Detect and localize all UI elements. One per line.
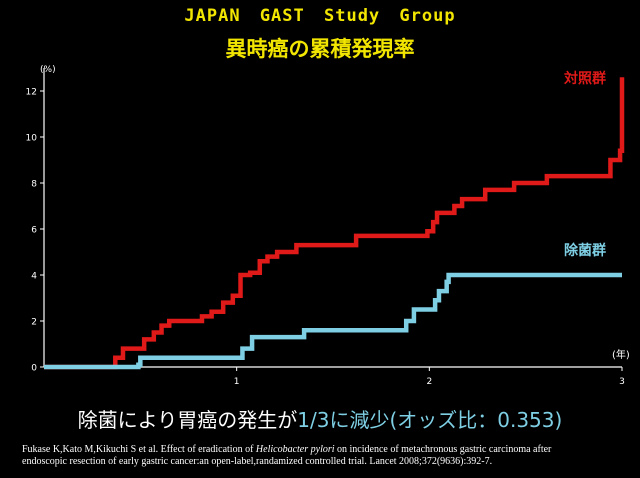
y-tick-label: 6	[31, 226, 37, 236]
chart-subtitle: 異時癌の累積発現率	[225, 37, 415, 61]
y-axis-label: (%)	[40, 65, 56, 75]
conclusion-text: 除菌により胃癌の発生が1/3に減少(オッズ比：0.353)	[0, 404, 640, 433]
x-tick-label: 2	[426, 377, 432, 387]
citation: Fukase K,Kato M,Kikuchi S et al. Effect …	[22, 444, 632, 468]
citation-line1-suffix: on incidence of metachronous gastric car…	[334, 444, 552, 455]
chart-title: JAPAN GAST Study Group	[184, 6, 456, 26]
y-tick-label: 0	[31, 364, 37, 374]
citation-line2: endoscopic resection of early gastric ca…	[22, 456, 493, 467]
y-tick-label: 8	[31, 180, 37, 190]
citation-line1-prefix: Fukase K,Kato M,Kikuchi S et al. Effect …	[22, 444, 256, 455]
x-tick-label: 1	[234, 377, 240, 387]
x-axis-label: (年)	[612, 348, 630, 361]
citation-line1-italic: Helicobacter pylori	[255, 444, 335, 455]
series-label-1: 除菌群	[564, 242, 606, 259]
x-tick-label: 3	[619, 377, 625, 387]
series-label-0: 対照群	[563, 70, 606, 87]
conclusion-highlight: 1/3に減少(オッズ比：0.353)	[297, 408, 563, 432]
y-tick-label: 4	[31, 272, 37, 282]
y-tick-label: 10	[26, 134, 38, 144]
series-line-0	[44, 77, 625, 370]
y-tick-label: 2	[31, 318, 37, 328]
series-line-1	[44, 272, 622, 370]
conclusion-prefix: 除菌により胃癌の発生が	[77, 408, 298, 432]
y-tick-label: 12	[26, 88, 37, 98]
